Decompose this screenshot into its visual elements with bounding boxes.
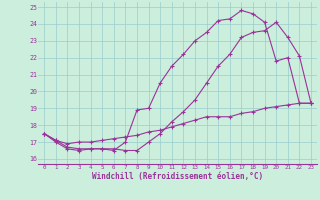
- X-axis label: Windchill (Refroidissement éolien,°C): Windchill (Refroidissement éolien,°C): [92, 172, 263, 181]
